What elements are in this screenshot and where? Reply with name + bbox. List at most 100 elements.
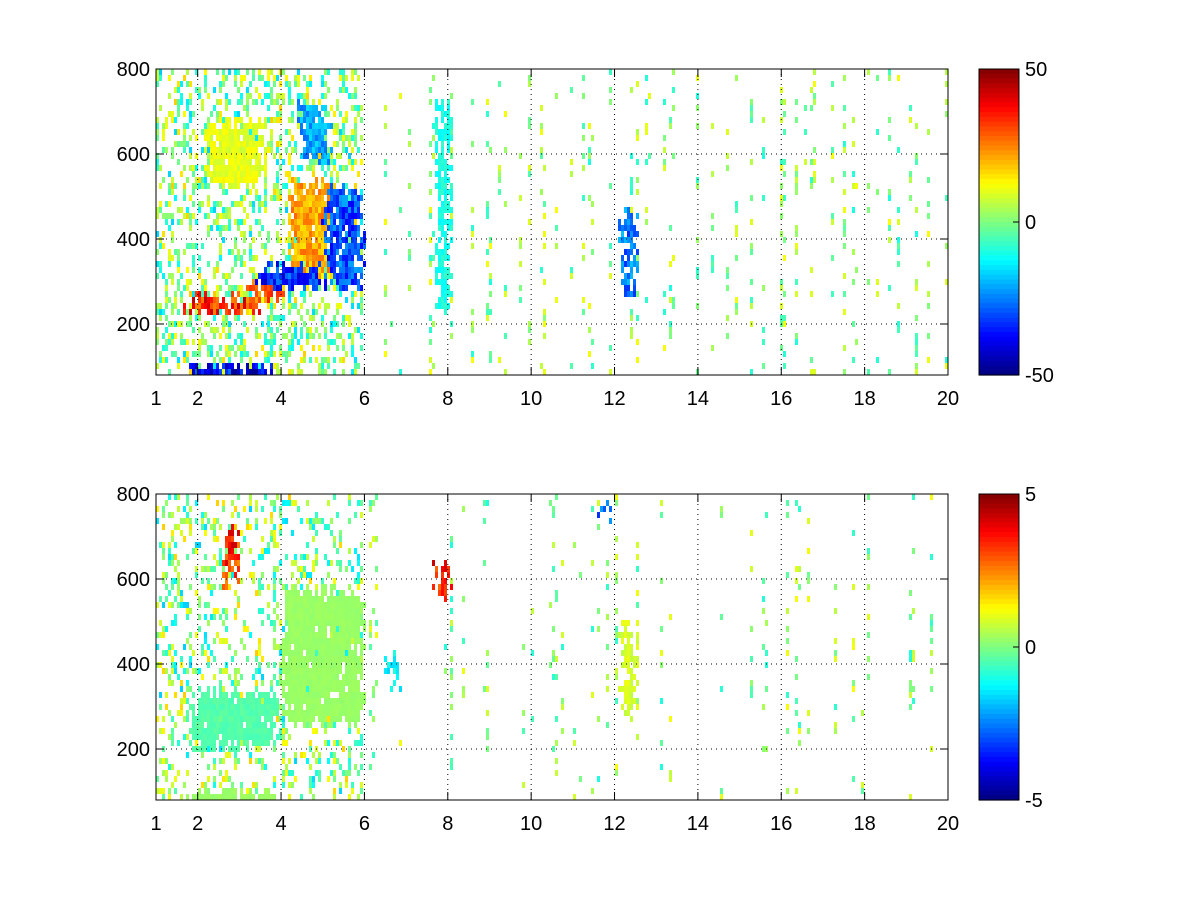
heatmap-cell [204, 512, 207, 518]
heatmap-cell [240, 734, 243, 740]
heatmap-cell [300, 644, 303, 650]
heatmap-cell [813, 93, 816, 99]
heatmap-cell [630, 183, 633, 189]
heatmap-cell [183, 309, 186, 315]
heatmap-cell [315, 692, 318, 698]
heatmap-cell [306, 542, 309, 548]
heatmap-cell [234, 764, 237, 770]
heatmap-cell [555, 656, 558, 662]
heatmap-cell [276, 494, 279, 500]
heatmap-cell [486, 309, 489, 315]
heatmap-cell [318, 213, 321, 219]
heatmap-cell [198, 177, 201, 183]
heatmap-cell [798, 584, 801, 590]
heatmap-cell [783, 321, 786, 327]
heatmap-cell [204, 123, 207, 129]
heatmap-cell [246, 740, 249, 746]
heatmap-cell [360, 117, 363, 123]
heatmap-cell [252, 207, 255, 213]
colorbar-segment [979, 322, 1019, 328]
heatmap-cell [156, 602, 159, 608]
heatmap-cell [327, 572, 330, 578]
heatmap-cell [195, 369, 198, 375]
heatmap-cell [621, 632, 624, 638]
heatmap-cell [282, 710, 285, 716]
heatmap-cell [279, 261, 282, 267]
heatmap-cell [345, 674, 348, 680]
heatmap-cell [360, 105, 363, 111]
heatmap-cell [279, 734, 282, 740]
heatmap-cell [258, 207, 261, 213]
heatmap-cell [348, 93, 351, 99]
heatmap-cell [867, 584, 870, 590]
heatmap-cell [234, 692, 237, 698]
heatmap-cell [237, 333, 240, 339]
heatmap-cell [348, 500, 351, 506]
heatmap-cell [591, 788, 594, 794]
heatmap-cell [357, 704, 360, 710]
heatmap-cell [462, 596, 465, 602]
heatmap-cell [336, 309, 339, 315]
heatmap-cell [357, 243, 360, 249]
heatmap-cell [276, 710, 279, 716]
heatmap-cell [156, 213, 159, 219]
heatmap-cell [189, 291, 192, 297]
heatmap-cell [354, 704, 357, 710]
heatmap-cell [807, 518, 810, 524]
heatmap-cell [174, 297, 177, 303]
heatmap-cell [483, 686, 486, 692]
heatmap-cell [282, 656, 285, 662]
heatmap-cell [252, 153, 255, 159]
heatmap-cell [165, 297, 168, 303]
heatmap-cell [192, 213, 195, 219]
heatmap-cell [429, 171, 432, 177]
heatmap-cell [264, 369, 267, 375]
heatmap-cell [330, 219, 333, 225]
heatmap-cell [450, 219, 453, 225]
heatmap-cell [327, 674, 330, 680]
heatmap-cell [312, 135, 315, 141]
heatmap-cell [267, 357, 270, 363]
colorbar-segment [979, 135, 1019, 142]
heatmap-cell [342, 614, 345, 620]
heatmap-cell [267, 237, 270, 243]
heatmap-cell [324, 644, 327, 650]
heatmap-cell [345, 267, 348, 273]
heatmap-cell [222, 327, 225, 333]
heatmap-cell [312, 536, 315, 542]
heatmap-cell [300, 602, 303, 608]
heatmap-cell [660, 578, 663, 584]
heatmap-cell [156, 129, 159, 135]
heatmap-cell [246, 141, 249, 147]
heatmap-cell [234, 704, 237, 710]
heatmap-cell [282, 770, 285, 776]
heatmap-cell [219, 524, 222, 530]
heatmap-cell [237, 363, 240, 369]
heatmap-cell [360, 566, 363, 572]
heatmap-cell [306, 231, 309, 237]
heatmap-cell [447, 572, 450, 578]
heatmap-cell [888, 219, 891, 225]
heatmap-cell [264, 291, 267, 297]
heatmap-cell [210, 297, 213, 303]
heatmap-cell [162, 512, 165, 518]
heatmap-cell [540, 129, 543, 135]
heatmap-cell [297, 105, 300, 111]
heatmap-cell [441, 225, 444, 231]
heatmap-cell [294, 632, 297, 638]
heatmap-cell [240, 357, 243, 363]
heatmap-cell [249, 81, 252, 87]
heatmap-cell [297, 506, 300, 512]
heatmap-cell [624, 692, 627, 698]
heatmap-cell [909, 117, 912, 123]
heatmap-cell [276, 602, 279, 608]
heatmap-cell [345, 614, 348, 620]
heatmap-cell [315, 357, 318, 363]
heatmap-cell [156, 159, 159, 165]
heatmap-cell [336, 560, 339, 566]
heatmap-cell [762, 746, 765, 752]
heatmap-cell [165, 650, 168, 656]
heatmap-cell [306, 608, 309, 614]
